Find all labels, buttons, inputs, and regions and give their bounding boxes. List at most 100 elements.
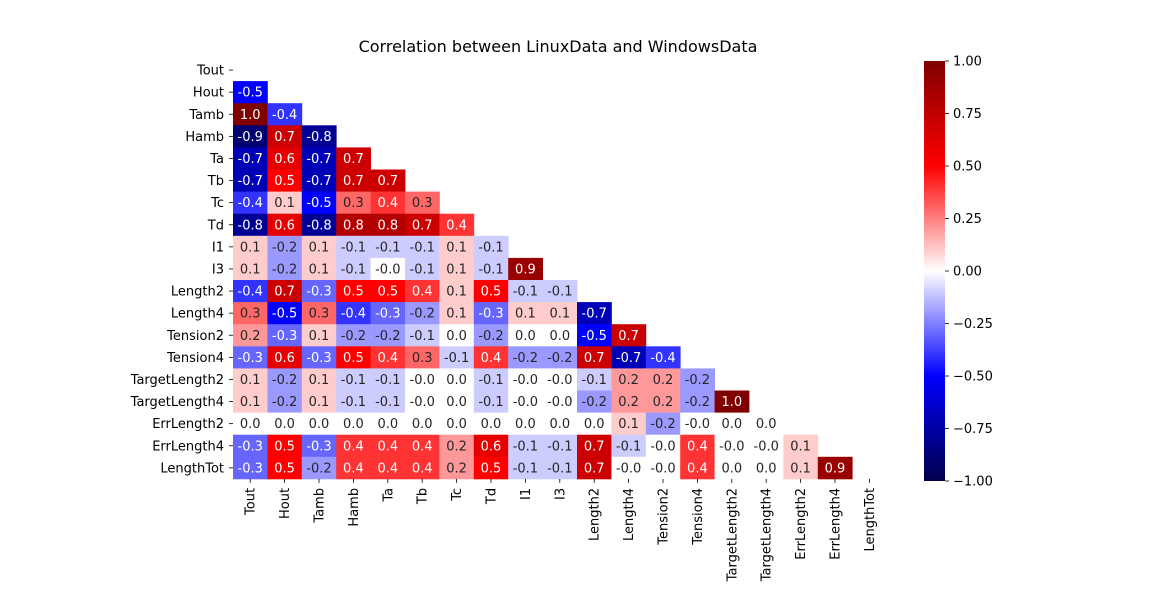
- x-tick-label: Td: [485, 488, 500, 505]
- cell-value-label: -0.1: [513, 461, 538, 476]
- cell-value-label: -0.7: [238, 174, 263, 189]
- cell-value-label: 0.0: [446, 373, 467, 388]
- cell-value-label: 0.7: [412, 218, 433, 233]
- heatmap-cell: [542, 456, 578, 480]
- cell-value-label: -0.0: [616, 461, 641, 476]
- cell-value-label: -0.3: [375, 307, 400, 322]
- cell-value-label: 0.6: [274, 218, 295, 233]
- x-tick-label: Tamb: [313, 488, 328, 524]
- cell-value-label: -0.0: [513, 373, 538, 388]
- x-tick-label: Tb: [416, 488, 431, 505]
- heatmap-cell: [439, 434, 475, 458]
- heatmap-cell: [577, 456, 612, 480]
- cell-value-label: -0.1: [410, 240, 435, 255]
- y-tick-label: Ta: [209, 152, 224, 167]
- heatmap-cell: [577, 346, 612, 369]
- heatmap-cell: [473, 257, 509, 281]
- cell-value-label: 0.5: [274, 461, 295, 476]
- heatmap-cell: [714, 456, 750, 480]
- heatmap-cell: [233, 213, 268, 237]
- heatmap-cell: [714, 434, 750, 458]
- cell-value-label: 0.4: [377, 461, 398, 476]
- heatmap-cell: [405, 412, 440, 436]
- cell-value-label: -0.5: [582, 329, 607, 344]
- heatmap-cell: [405, 213, 440, 237]
- cell-value-label: -0.2: [410, 307, 435, 322]
- cell-value-label: -0.1: [547, 285, 572, 300]
- cell-value-label: 0.4: [377, 196, 398, 211]
- y-axis-ticks: Tout Hout Tamb Hamb Ta Tb Tc Td I1 I3 Length2 Lengt…: [130, 64, 233, 476]
- cell-value-label: -0.1: [478, 373, 503, 388]
- cell-value-label: -0.3: [238, 461, 263, 476]
- y-tick-label: Tension4: [166, 351, 224, 366]
- cell-value-label: 0.4: [687, 439, 708, 454]
- cell-value-label: -0.2: [272, 262, 297, 277]
- heatmap-cell: [370, 456, 406, 480]
- heatmap-cell: [508, 324, 543, 347]
- cell-value-label: 0.2: [653, 373, 674, 388]
- x-tick-label: LengthTot: [863, 488, 878, 552]
- x-tick-label: ErrLength4: [829, 488, 844, 560]
- cell-value-label: 0.7: [584, 351, 605, 366]
- cell-value-label: 0.6: [274, 351, 295, 366]
- heatmap-cell: [370, 302, 406, 325]
- cell-value-label: 0.4: [481, 351, 502, 366]
- cell-value-label: 0.1: [446, 262, 467, 277]
- heatmap-cell: [645, 456, 681, 480]
- heatmap-cell: [749, 434, 784, 458]
- cell-value-label: -0.4: [272, 108, 297, 123]
- heatmap-cell: [301, 456, 337, 480]
- cell-value-label: -0.0: [650, 439, 675, 454]
- cell-value-label: 0.1: [309, 329, 330, 344]
- y-tick-label: Hout: [193, 86, 224, 101]
- x-tick-label: Ta: [381, 488, 396, 503]
- heatmap-cell: [301, 213, 337, 237]
- heatmap-cell: [336, 368, 371, 391]
- heatmap-cell: [336, 191, 371, 215]
- heatmap-cell: [370, 169, 406, 192]
- cell-value-label: 0.7: [377, 174, 398, 189]
- cell-value-label: -0.0: [547, 395, 572, 410]
- cell-value-label: -0.1: [375, 395, 400, 410]
- cell-value-label: -0.2: [685, 395, 710, 410]
- cell-value-label: 0.1: [240, 262, 261, 277]
- cell-value-label: -0.1: [341, 240, 366, 255]
- heatmap-cell: [577, 412, 612, 436]
- heatmap-cell: [370, 280, 406, 303]
- heatmap-cell: [542, 346, 578, 369]
- heatmap-cell: [473, 390, 509, 413]
- cell-value-label: 0.1: [549, 307, 570, 322]
- cell-value-label: 0.5: [343, 285, 364, 300]
- heatmap-cell: [405, 434, 440, 458]
- heatmap-cell: [267, 213, 303, 237]
- cell-value-label: 0.1: [446, 307, 467, 322]
- heatmap-cell: [783, 434, 819, 458]
- cell-value-label: 0.1: [240, 373, 261, 388]
- y-tick-label: LengthTot: [160, 461, 224, 476]
- cell-value-label: -0.1: [478, 395, 503, 410]
- heatmap-cell: [267, 346, 303, 369]
- heatmap-cell: [405, 390, 440, 413]
- cell-value-label: 0.9: [825, 461, 846, 476]
- heatmap-cell: [336, 147, 371, 170]
- cell-value-label: 0.1: [309, 262, 330, 277]
- cell-value-label: 0.3: [309, 307, 330, 322]
- heatmap-cell: [405, 456, 440, 480]
- x-tick-label: TargetLength2: [725, 488, 740, 582]
- y-tick-label: Length2: [171, 285, 224, 300]
- cell-value-label: 0.4: [343, 461, 364, 476]
- cell-value-label: -0.2: [306, 461, 331, 476]
- heatmap-cell: [645, 346, 681, 369]
- cell-value-label: 0.7: [274, 285, 295, 300]
- cell-value-label: 0.7: [343, 152, 364, 167]
- heatmap-cell: [370, 213, 406, 237]
- heatmap-cell: [473, 456, 509, 480]
- cell-value-label: -0.3: [306, 285, 331, 300]
- cell-value-label: -0.7: [582, 307, 607, 322]
- cell-value-label: 0.4: [412, 461, 433, 476]
- cell-value-label: 0.0: [515, 417, 536, 432]
- heatmap-cell: [267, 434, 303, 458]
- cell-value-label: -0.1: [547, 461, 572, 476]
- cell-value-label: -0.2: [513, 351, 538, 366]
- cell-value-label: -0.0: [547, 373, 572, 388]
